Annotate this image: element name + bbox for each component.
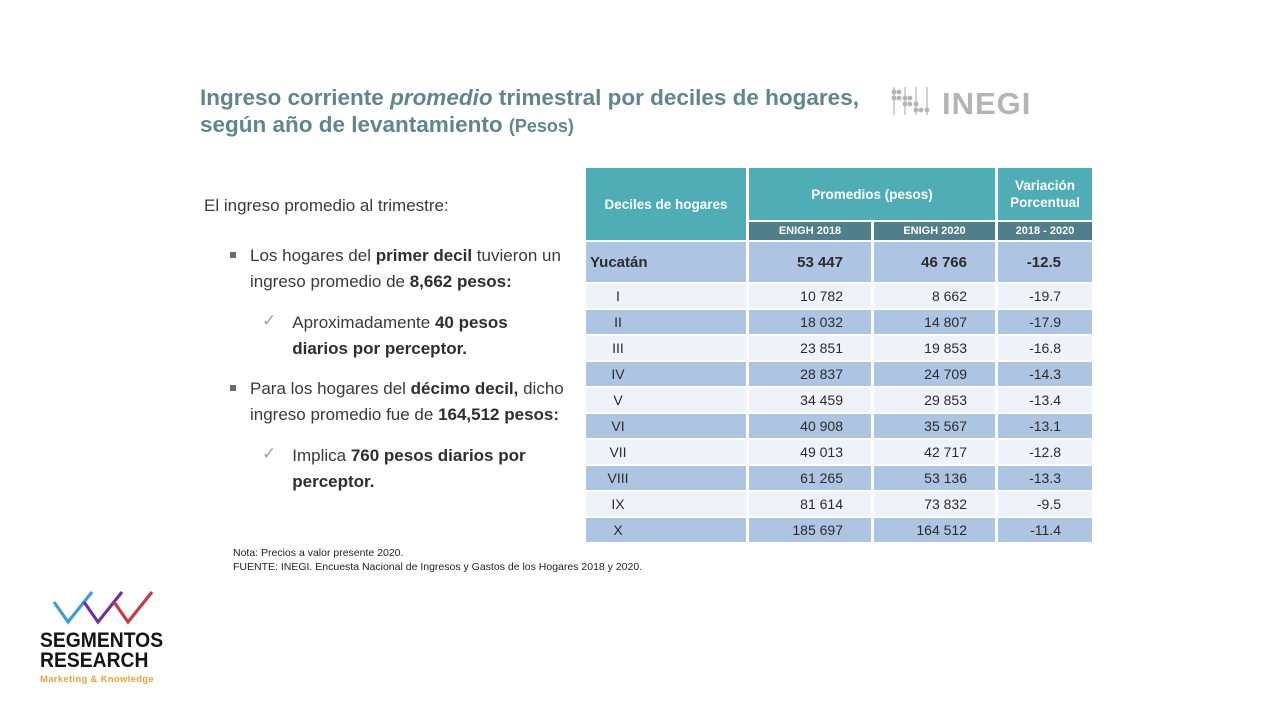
square-bullet-icon: [230, 385, 236, 391]
bullet-text: Los hogares del primer decil tuvieron un…: [250, 246, 561, 291]
page-title: Ingreso corriente promedio trimestral po…: [200, 84, 860, 140]
check-item-first-decil: ✓ Aproximadamente 40 pesos diarios por p…: [262, 310, 576, 362]
summary-text-block: El ingreso promedio al trimestre: Los ho…: [204, 195, 576, 501]
cell-2018: 185 697: [749, 518, 871, 542]
cell-var: -14.3: [998, 362, 1092, 386]
cell-decil: II: [586, 310, 746, 334]
table-row: V 34 459 29 853 -13.4: [586, 388, 1092, 412]
cell-2020: 35 567: [874, 414, 995, 438]
cell-var: -13.3: [998, 466, 1092, 490]
table-row: VII 49 013 42 717 -12.8: [586, 440, 1092, 464]
triple-checkmark-icon: [52, 590, 170, 631]
cell-decil: III: [586, 336, 746, 360]
header-variacion: Variación Porcentual: [998, 168, 1092, 220]
title-pesos: (Pesos): [508, 116, 574, 136]
table-row: VIII 61 265 53 136 -13.3: [586, 466, 1092, 490]
bullet-text: Para los hogares del décimo decil, dicho…: [250, 379, 564, 424]
logo-line2: RESEARCH: [40, 649, 149, 672]
bullet-item-first-decil: Los hogares del primer decil tuvieron un…: [230, 243, 576, 295]
cell-2018: 49 013: [749, 440, 871, 464]
check-text: Implica 760 pesos diarios por perceptor.: [292, 446, 526, 491]
cell-2020: 73 832: [874, 492, 995, 516]
subheader-enigh-2018: ENIGH 2018: [749, 222, 871, 240]
cell-decil: V: [586, 388, 746, 412]
subheader-enigh-2020: ENIGH 2020: [874, 222, 995, 240]
table-row: III 23 851 19 853 -16.8: [586, 336, 1092, 360]
check-icon: ✓: [262, 311, 277, 330]
cell-2020: 8 662: [874, 284, 995, 308]
cell-2020: 14 807: [874, 310, 995, 334]
table-row: X 185 697 164 512 -11.4: [586, 518, 1092, 542]
subheader-2018-2020: 2018 - 2020: [998, 222, 1092, 240]
cell-2020: 46 766: [874, 242, 995, 282]
table-row-yucatan: Yucatán 53 447 46 766 -12.5: [586, 242, 1092, 282]
cell-2018: 34 459: [749, 388, 871, 412]
cell-var: -13.1: [998, 414, 1092, 438]
table-row: I 10 782 8 662 -19.7: [586, 284, 1092, 308]
title-italic: promedio: [390, 85, 493, 110]
table-row: II 18 032 14 807 -17.9: [586, 310, 1092, 334]
cell-2020: 53 136: [874, 466, 995, 490]
cell-var: -13.4: [998, 388, 1092, 412]
cell-decil: IX: [586, 492, 746, 516]
table-row: IV 28 837 24 709 -14.3: [586, 362, 1092, 386]
cell-2020: 42 717: [874, 440, 995, 464]
cell-var: -12.8: [998, 440, 1092, 464]
inegi-logo: INEGI: [890, 85, 1031, 122]
intro-line: El ingreso promedio al trimestre:: [204, 196, 449, 215]
cell-2018: 10 782: [749, 284, 871, 308]
abacus-icon: [890, 85, 936, 122]
cell-2020: 29 853: [874, 388, 995, 412]
header-promedios: Promedios (pesos): [749, 168, 995, 220]
cell-2020: 19 853: [874, 336, 995, 360]
cell-2018: 23 851: [749, 336, 871, 360]
cell-decil: I: [586, 284, 746, 308]
cell-2020: 164 512: [874, 518, 995, 542]
header-deciles: Deciles de hogares: [586, 168, 746, 240]
logo-line1: SEGMENTOS: [40, 629, 164, 652]
check-item-decimo-decil: ✓ Implica 760 pesos diarios por percepto…: [262, 443, 576, 495]
cell-var: -19.7: [998, 284, 1092, 308]
cell-var: -9.5: [998, 492, 1092, 516]
cell-var: -12.5: [998, 242, 1092, 282]
logo-tagline: Marketing & Knowledge: [40, 674, 154, 685]
cell-decil: VIII: [586, 466, 746, 490]
check-text: Aproximadamente 40 pesos diarios por per…: [292, 313, 508, 358]
title-part2: trimestral por deciles de hogares, según…: [200, 85, 859, 137]
check-icon: ✓: [262, 444, 277, 463]
cell-decil: VI: [586, 414, 746, 438]
square-bullet-icon: [230, 252, 236, 258]
cell-decil: X: [586, 518, 746, 542]
deciles-income-table: Deciles de hogares Promedios (pesos) Var…: [583, 166, 1095, 544]
cell-2018: 40 908: [749, 414, 871, 438]
footnotes: Nota: Precios a valor presente 2020. FUE…: [233, 546, 642, 574]
cell-2018: 28 837: [749, 362, 871, 386]
cell-2018: 61 265: [749, 466, 871, 490]
cell-decil: VII: [586, 440, 746, 464]
cell-var: -11.4: [998, 518, 1092, 542]
cell-2020: 24 709: [874, 362, 995, 386]
cell-var: -16.8: [998, 336, 1092, 360]
cell-decil: IV: [586, 362, 746, 386]
cell-2018: 81 614: [749, 492, 871, 516]
cell-decil: Yucatán: [586, 242, 746, 282]
table-row: IX 81 614 73 832 -9.5: [586, 492, 1092, 516]
title-part1: Ingreso corriente: [200, 85, 391, 110]
segmentos-research-logo: SEGMENTOS RESEARCH Marketing & Knowledge: [40, 590, 170, 685]
note-line: Nota: Precios a valor presente 2020.: [233, 547, 404, 559]
bullet-item-decimo-decil: Para los hogares del décimo decil, dicho…: [230, 376, 582, 428]
cell-var: -17.9: [998, 310, 1092, 334]
cell-2018: 53 447: [749, 242, 871, 282]
source-line: FUENTE: INEGI. Encuesta Nacional de Ingr…: [233, 561, 643, 573]
cell-2018: 18 032: [749, 310, 871, 334]
table-row: VI 40 908 35 567 -13.1: [586, 414, 1092, 438]
inegi-logo-text: INEGI: [942, 85, 1032, 121]
